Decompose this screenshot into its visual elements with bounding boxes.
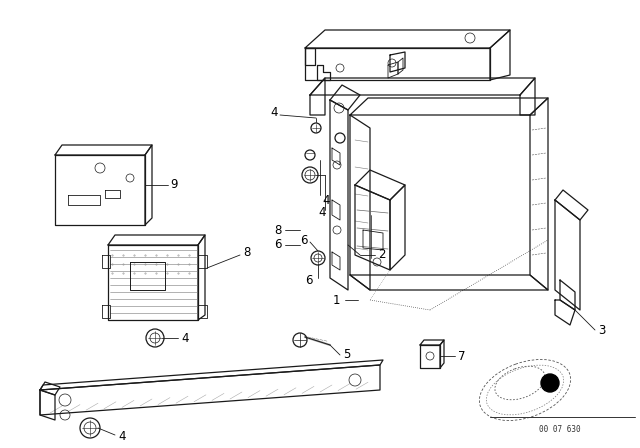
Polygon shape [317,65,330,80]
Text: 7: 7 [458,349,465,362]
Polygon shape [198,305,207,318]
Text: 3: 3 [598,323,605,336]
Polygon shape [363,230,383,250]
Polygon shape [130,262,165,290]
Polygon shape [40,382,60,395]
Polygon shape [530,98,548,290]
Polygon shape [40,360,383,390]
Polygon shape [40,365,380,415]
Polygon shape [490,30,510,80]
Polygon shape [102,255,110,268]
Polygon shape [398,58,403,74]
Polygon shape [310,78,535,95]
Text: 9: 9 [170,178,177,191]
Text: 6: 6 [275,238,282,251]
Text: 4: 4 [318,207,326,220]
Text: 4: 4 [118,431,125,444]
Polygon shape [555,190,588,220]
Text: 8: 8 [275,224,282,237]
Polygon shape [108,245,198,320]
Polygon shape [555,300,575,325]
Text: 6: 6 [305,275,313,288]
Polygon shape [332,200,340,220]
Text: 5: 5 [343,349,350,362]
Polygon shape [350,275,548,290]
Polygon shape [350,115,370,290]
Polygon shape [520,78,535,115]
Polygon shape [305,30,510,48]
Text: 4: 4 [322,194,330,207]
Polygon shape [355,170,405,200]
Text: 4: 4 [181,332,189,345]
Polygon shape [305,48,490,80]
Text: 2: 2 [378,249,385,262]
Polygon shape [560,280,575,310]
Polygon shape [108,235,205,245]
Polygon shape [388,62,398,78]
Polygon shape [305,48,315,65]
Polygon shape [355,185,390,270]
Text: 00 07 630: 00 07 630 [539,425,581,434]
Polygon shape [310,78,325,115]
Polygon shape [55,155,145,225]
Polygon shape [420,340,444,345]
Polygon shape [390,185,405,270]
Polygon shape [55,145,152,155]
Polygon shape [198,255,207,268]
Polygon shape [555,200,580,310]
Polygon shape [440,340,444,368]
Polygon shape [332,148,340,165]
Polygon shape [330,85,360,110]
Text: 1: 1 [333,293,340,306]
Polygon shape [420,345,440,368]
Polygon shape [350,98,548,115]
Polygon shape [332,252,340,270]
Polygon shape [390,52,405,72]
Polygon shape [40,390,55,420]
Polygon shape [102,305,110,318]
Polygon shape [330,100,348,290]
Text: 8: 8 [243,246,250,259]
Polygon shape [198,235,205,320]
Text: 4: 4 [271,107,278,120]
Text: 6: 6 [301,233,308,246]
Polygon shape [145,145,152,225]
Circle shape [541,374,559,392]
